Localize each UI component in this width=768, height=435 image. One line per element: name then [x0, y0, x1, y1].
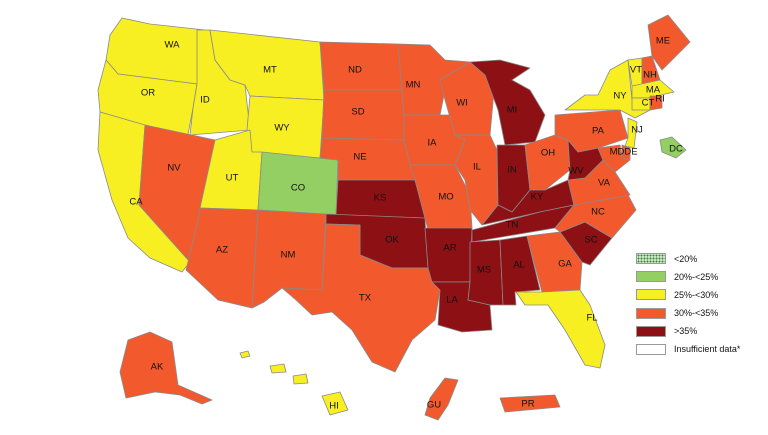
- state-MD[interactable]: [597, 144, 631, 173]
- legend-swatch-20-25: [636, 271, 666, 283]
- label-RI: RI: [655, 94, 665, 105]
- label-ME: ME: [656, 36, 670, 47]
- state-PA[interactable]: [554, 109, 629, 153]
- label-OK: OK: [385, 235, 399, 246]
- label-NC: NC: [591, 207, 605, 218]
- label-NV: NV: [167, 163, 181, 174]
- state-TX[interactable]: [281, 223, 441, 373]
- label-NM: NM: [281, 250, 296, 261]
- state-DC[interactable]: [659, 136, 687, 159]
- state-MA[interactable]: [631, 79, 675, 99]
- legend-label: <20%: [674, 253, 698, 264]
- label-PR: PR: [521, 399, 534, 410]
- label-IN: IN: [507, 165, 517, 176]
- label-NJ: NJ: [631, 125, 643, 136]
- state-PR[interactable]: [499, 394, 561, 413]
- legend-swatch-lt20: [636, 253, 666, 264]
- legend-label: >35%: [674, 326, 698, 337]
- label-GA: GA: [558, 259, 572, 270]
- label-OH: OH: [541, 148, 555, 159]
- label-KS: KS: [374, 193, 387, 204]
- legend-swatch-gt35: [636, 325, 666, 337]
- state-HI[interactable]: [292, 373, 309, 385]
- label-MI: MI: [507, 105, 518, 116]
- legend-label: 25%-<30%: [674, 289, 719, 300]
- label-AL: AL: [513, 260, 525, 271]
- legend-item: >35%: [636, 323, 764, 340]
- label-FL: FL: [586, 313, 597, 324]
- state-labels: WA OR CA NV ID MT WY UT CO AZ NM ND SD N…: [129, 36, 683, 412]
- legend: <20% 20%-<25% 25%-<30% 30%-<35% >35% Ins…: [636, 250, 764, 359]
- state-GU[interactable]: [424, 377, 459, 421]
- label-ND: ND: [348, 65, 362, 76]
- label-NY: NY: [613, 91, 627, 102]
- label-WI: WI: [456, 98, 468, 109]
- label-NE: NE: [353, 152, 366, 163]
- legend-item: 20%-<25%: [636, 268, 764, 285]
- state-GA[interactable]: [526, 231, 583, 293]
- legend-item: 30%-<35%: [636, 305, 764, 322]
- label-MD: MD: [610, 147, 625, 158]
- label-VT: VT: [630, 65, 642, 76]
- state-AK[interactable]: [119, 331, 213, 405]
- legend-label: Insufficient data*: [674, 344, 741, 355]
- label-UT: UT: [226, 173, 239, 184]
- label-ID: ID: [200, 95, 210, 106]
- label-PA: PA: [592, 126, 605, 137]
- label-WY: WY: [274, 123, 290, 134]
- label-MN: MN: [406, 80, 421, 91]
- label-AZ: AZ: [216, 245, 228, 256]
- hawaii-islands: [239, 350, 309, 385]
- legend-item: 25%-<30%: [636, 286, 764, 303]
- label-CT: CT: [642, 98, 655, 109]
- legend-swatch-25-30: [636, 289, 666, 301]
- label-MA: MA: [646, 85, 661, 96]
- legend-swatch-insufficient: [636, 343, 666, 355]
- label-VA: VA: [598, 178, 611, 189]
- label-IA: IA: [428, 138, 438, 149]
- state-IL[interactable]: [454, 134, 499, 226]
- state-ND[interactable]: [319, 41, 406, 91]
- state-ME[interactable]: [647, 14, 691, 71]
- legend-item: <20%: [636, 250, 764, 267]
- label-AR: AR: [443, 243, 456, 254]
- state-HI[interactable]: [239, 350, 251, 359]
- label-MO: MO: [438, 192, 453, 203]
- legend-swatch-30-35: [636, 307, 666, 319]
- state-AR[interactable]: [424, 227, 473, 283]
- state-NY[interactable]: [564, 59, 651, 119]
- label-LA: LA: [446, 295, 458, 306]
- label-GU: GU: [427, 400, 441, 411]
- state-HI[interactable]: [269, 363, 287, 374]
- label-TN: TN: [506, 220, 519, 231]
- label-IL: IL: [473, 162, 481, 173]
- label-KY: KY: [531, 192, 544, 203]
- label-WV: WV: [568, 166, 584, 177]
- label-MT: MT: [263, 65, 277, 76]
- state-MI[interactable]: [469, 59, 546, 146]
- state-RI[interactable]: [649, 95, 663, 111]
- state-HI[interactable]: [321, 391, 349, 416]
- label-MS: MS: [477, 265, 491, 276]
- label-CA: CA: [129, 197, 143, 208]
- state-FL[interactable]: [515, 289, 606, 369]
- label-CO: CO: [291, 183, 305, 194]
- label-DE: DE: [624, 147, 637, 158]
- label-HI: HI: [329, 401, 339, 412]
- label-AK: AK: [151, 362, 164, 373]
- label-DC: DC: [669, 144, 683, 155]
- legend-label: 30%-<35%: [674, 308, 719, 319]
- state-NJ[interactable]: [624, 117, 638, 149]
- label-SC: SC: [584, 235, 597, 246]
- label-OR: OR: [141, 88, 155, 99]
- label-TX: TX: [359, 293, 372, 304]
- label-NH: NH: [643, 70, 657, 81]
- label-WA: WA: [165, 40, 181, 51]
- legend-item: Insufficient data*: [636, 341, 764, 358]
- legend-label: 20%-<25%: [674, 271, 719, 282]
- label-SD: SD: [351, 107, 364, 118]
